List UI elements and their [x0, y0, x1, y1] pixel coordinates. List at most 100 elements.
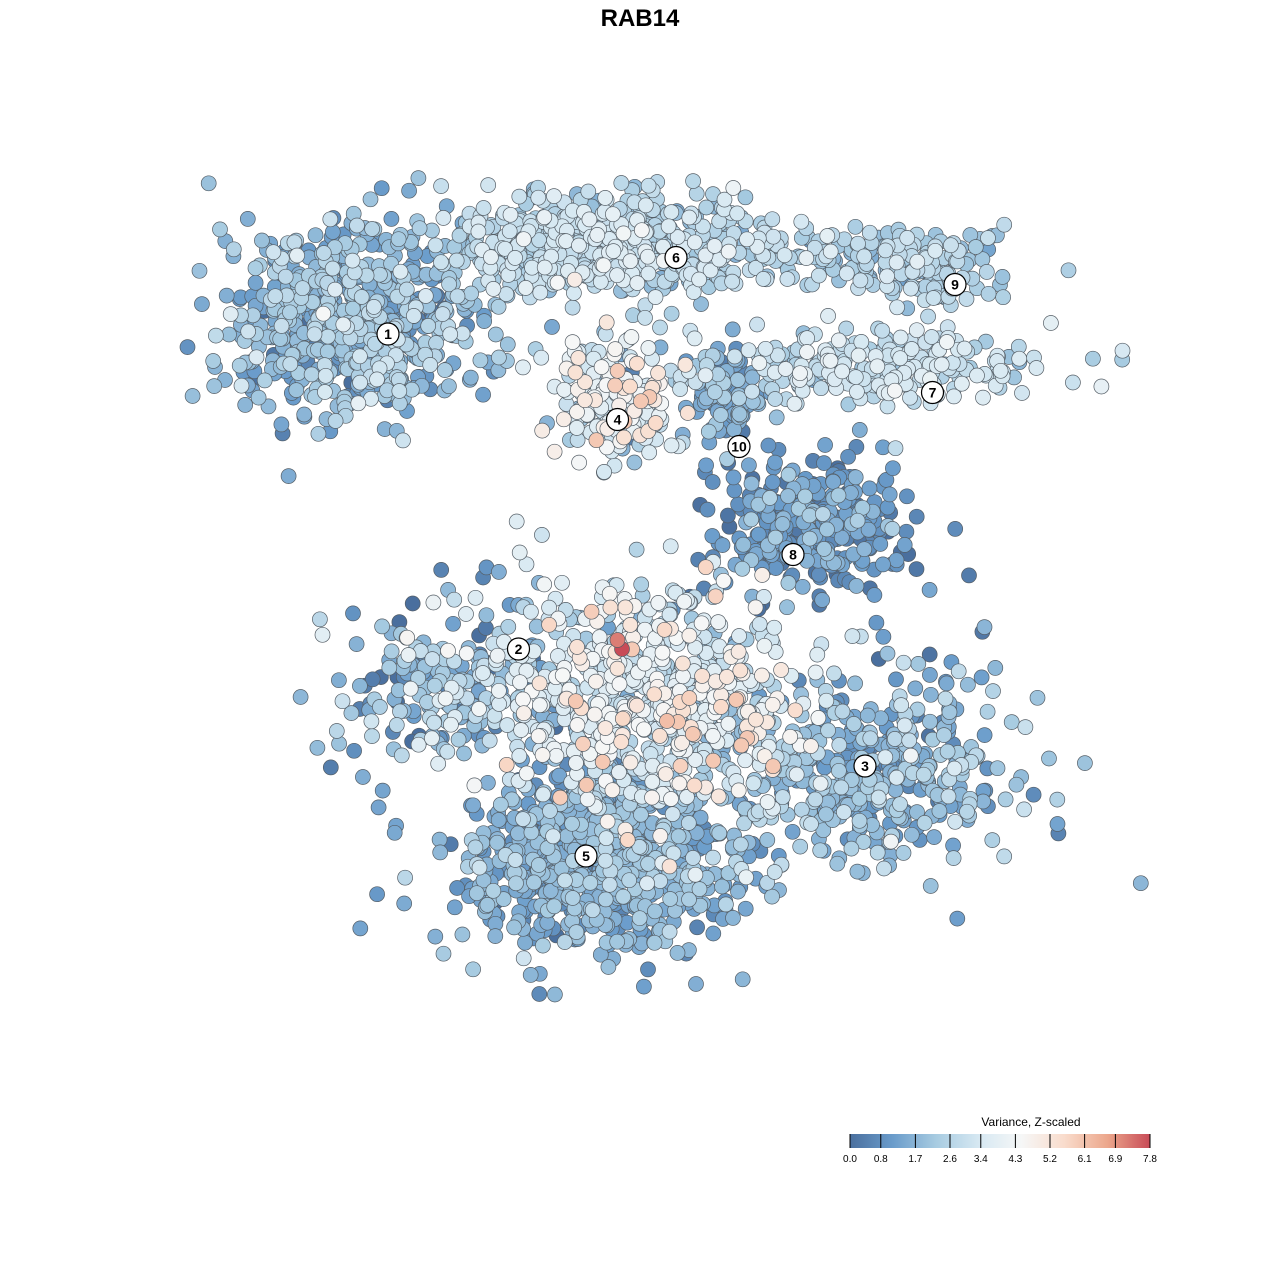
data-point — [533, 349, 550, 366]
data-point — [508, 875, 524, 892]
data-point — [492, 796, 509, 813]
data-point — [629, 275, 646, 291]
data-point — [710, 788, 727, 805]
data-point — [570, 350, 587, 366]
data-point — [969, 367, 985, 384]
data-point — [392, 703, 408, 720]
data-point — [334, 693, 351, 710]
data-point — [609, 933, 626, 950]
data-point — [364, 221, 380, 237]
data-point — [515, 950, 532, 967]
data-point — [352, 374, 368, 391]
data-point — [873, 710, 889, 727]
data-point — [346, 742, 362, 759]
data-point — [797, 488, 813, 505]
data-point — [931, 803, 948, 819]
data-point — [541, 616, 557, 633]
data-point — [767, 560, 784, 576]
data-point — [849, 863, 866, 880]
data-point — [697, 367, 714, 384]
data-point — [705, 752, 722, 769]
cluster-label-4: 4 — [605, 407, 630, 432]
data-point — [531, 986, 548, 1002]
data-point — [400, 647, 417, 663]
data-point — [636, 721, 652, 738]
data-point — [689, 919, 705, 936]
data-point — [588, 432, 605, 449]
data-point — [589, 227, 606, 243]
data-point — [639, 248, 656, 265]
legend-tick-label: 0.0 — [843, 1154, 857, 1165]
data-point — [685, 850, 701, 866]
data-point — [272, 331, 289, 347]
data-point — [286, 234, 303, 251]
data-point — [194, 296, 210, 312]
data-point — [569, 717, 586, 733]
data-point — [960, 676, 976, 693]
data-point — [522, 967, 539, 983]
data-point — [491, 564, 507, 580]
data-point — [352, 348, 368, 365]
data-point — [511, 544, 528, 561]
data-point — [542, 803, 558, 819]
data-point — [813, 380, 829, 397]
data-point — [315, 305, 332, 322]
data-point — [616, 429, 632, 446]
data-point — [892, 350, 909, 367]
data-point — [515, 691, 531, 708]
data-point — [485, 281, 502, 297]
data-point — [605, 243, 622, 259]
data-point — [724, 273, 740, 290]
data-point — [1043, 315, 1059, 331]
data-point — [652, 873, 668, 889]
data-point — [601, 585, 618, 602]
data-point — [767, 454, 783, 471]
data-point — [903, 826, 920, 843]
data-point — [847, 218, 864, 235]
data-point — [877, 749, 894, 766]
legend-colorbar — [850, 1134, 1150, 1148]
data-point — [471, 859, 488, 876]
data-point — [818, 692, 835, 709]
data-point — [833, 529, 850, 546]
legend-tick-label: 0.8 — [874, 1154, 888, 1165]
data-point — [500, 618, 517, 635]
data-point — [531, 675, 548, 692]
data-point — [369, 886, 385, 903]
data-point — [834, 363, 850, 380]
data-point — [779, 599, 795, 616]
data-point — [730, 782, 747, 799]
data-point — [534, 422, 551, 439]
data-point — [355, 769, 371, 785]
data-point — [435, 210, 452, 226]
data-point — [555, 411, 572, 428]
data-point — [925, 290, 942, 306]
cluster-label-text: 1 — [384, 326, 392, 342]
data-point — [518, 765, 535, 782]
data-point — [664, 806, 681, 822]
cluster-label-9: 9 — [943, 272, 967, 297]
data-point — [212, 221, 228, 238]
data-point — [792, 365, 808, 382]
data-point — [979, 703, 996, 720]
data-point — [280, 468, 297, 484]
data-point — [179, 339, 196, 355]
cluster-label-7: 7 — [920, 380, 945, 405]
data-point — [374, 782, 391, 799]
data-point — [491, 696, 507, 712]
data-point — [652, 828, 669, 844]
data-point — [819, 521, 835, 538]
data-point — [404, 595, 421, 612]
data-point — [593, 359, 610, 375]
data-point — [765, 228, 782, 245]
data-point — [815, 506, 831, 522]
data-point — [700, 423, 717, 440]
data-point — [502, 206, 519, 223]
data-point — [1065, 374, 1081, 391]
points-layer — [179, 170, 1149, 1003]
data-point — [767, 391, 783, 407]
data-point — [849, 512, 866, 529]
data-point — [1041, 750, 1057, 767]
data-point — [731, 406, 748, 423]
data-point — [759, 794, 776, 810]
